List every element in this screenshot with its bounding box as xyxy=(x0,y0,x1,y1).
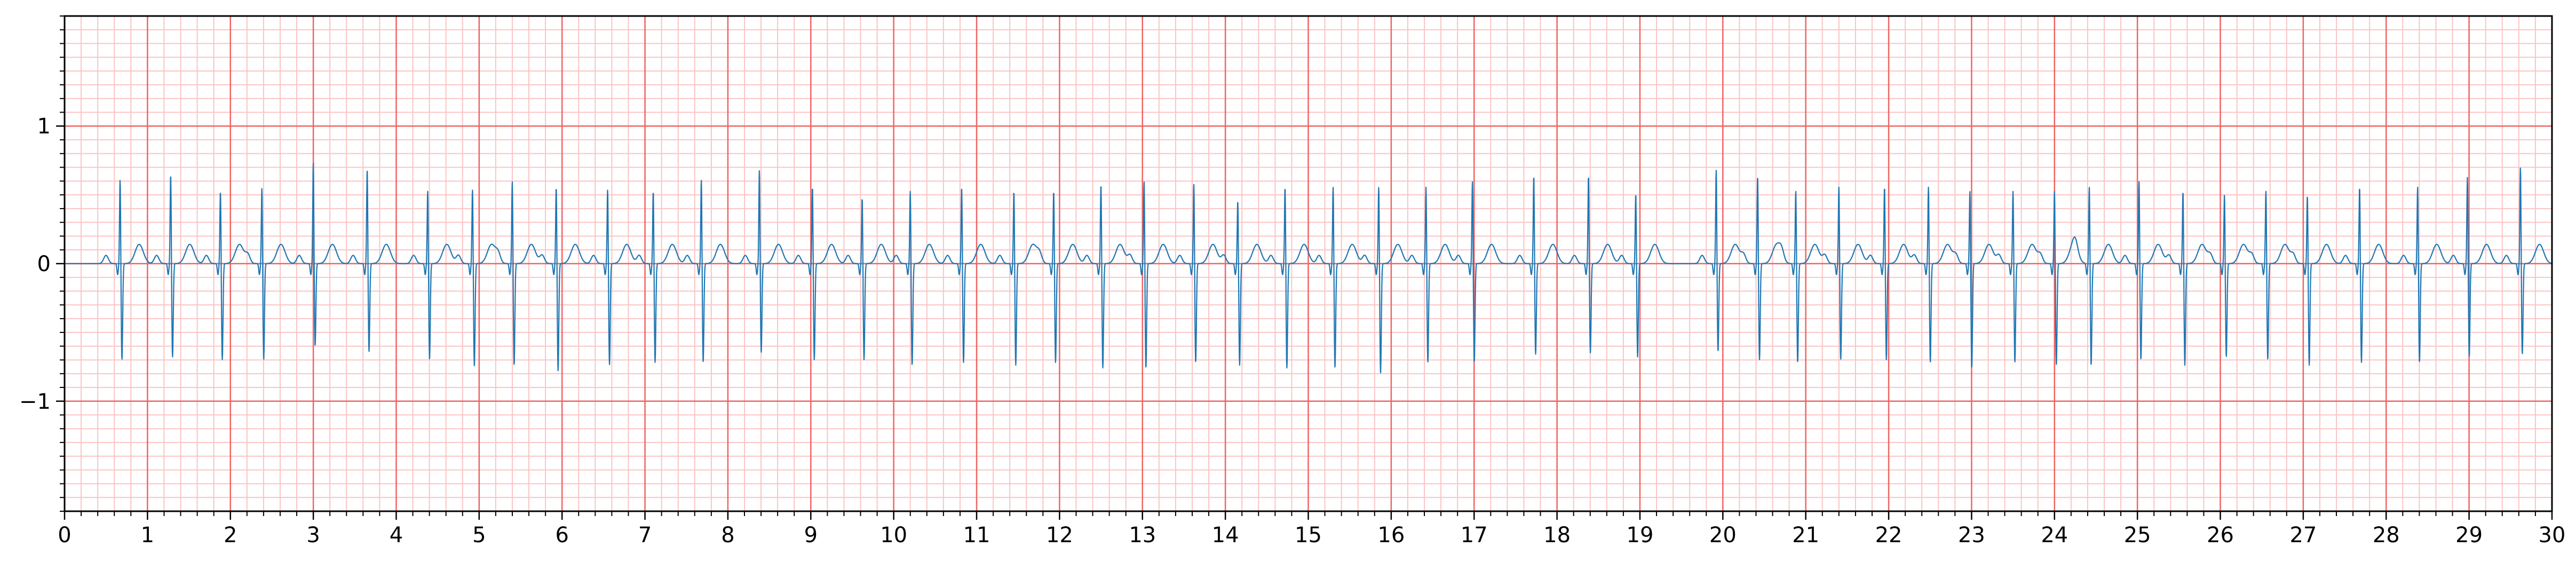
x-tick-label: 14 xyxy=(1212,523,1239,548)
x-tick-label: 29 xyxy=(2455,523,2483,548)
y-tick-label: 1 xyxy=(37,114,51,139)
x-tick-label: 9 xyxy=(804,523,818,548)
x-tick-label: 0 xyxy=(58,523,71,548)
x-tick-label: 4 xyxy=(390,523,403,548)
x-tick-label: 25 xyxy=(2124,523,2151,548)
x-tick-label: 16 xyxy=(1377,523,1405,548)
x-tick-label: 13 xyxy=(1129,523,1156,548)
x-axis: 0 1 2 3 4 5 6 7 8 9 10 11 12 13 14 15 16 17 18 19 20 21 22 23 24… xyxy=(58,511,2565,548)
x-tick-label: 17 xyxy=(1461,523,1488,548)
x-tick-label: 28 xyxy=(2373,523,2400,548)
trace-layer xyxy=(64,163,2553,374)
x-tick-label: 5 xyxy=(472,523,486,548)
x-tick-label: 26 xyxy=(2207,523,2234,548)
ecg-trace-line xyxy=(64,163,2553,374)
x-tick-label: 24 xyxy=(2041,523,2068,548)
x-tick-label: 20 xyxy=(1709,523,1737,548)
x-tick-label: 11 xyxy=(963,523,990,548)
x-tick-label: 1 xyxy=(141,523,154,548)
x-tick-label: 22 xyxy=(1875,523,1903,548)
x-tick-label: 21 xyxy=(1792,523,1819,548)
x-tick-label: 19 xyxy=(1627,523,1654,548)
x-tick-label: 12 xyxy=(1046,523,1073,548)
x-tick-label: 6 xyxy=(555,523,568,548)
x-tick-label: 27 xyxy=(2289,523,2317,548)
x-tick-label: 10 xyxy=(880,523,907,548)
x-tick-label: 7 xyxy=(638,523,652,548)
x-tick-label: 2 xyxy=(224,523,237,548)
y-tick-label: 0 xyxy=(37,252,51,276)
y-axis: −1 0 1 xyxy=(19,15,65,512)
x-tick-label: 30 xyxy=(2539,523,2566,548)
y-tick-label: −1 xyxy=(19,390,51,414)
x-tick-label: 8 xyxy=(721,523,734,548)
x-tick-label: 3 xyxy=(306,523,320,548)
x-tick-label: 15 xyxy=(1295,523,1322,548)
x-tick-label: 18 xyxy=(1543,523,1571,548)
x-tick-label: 23 xyxy=(1958,523,1985,548)
